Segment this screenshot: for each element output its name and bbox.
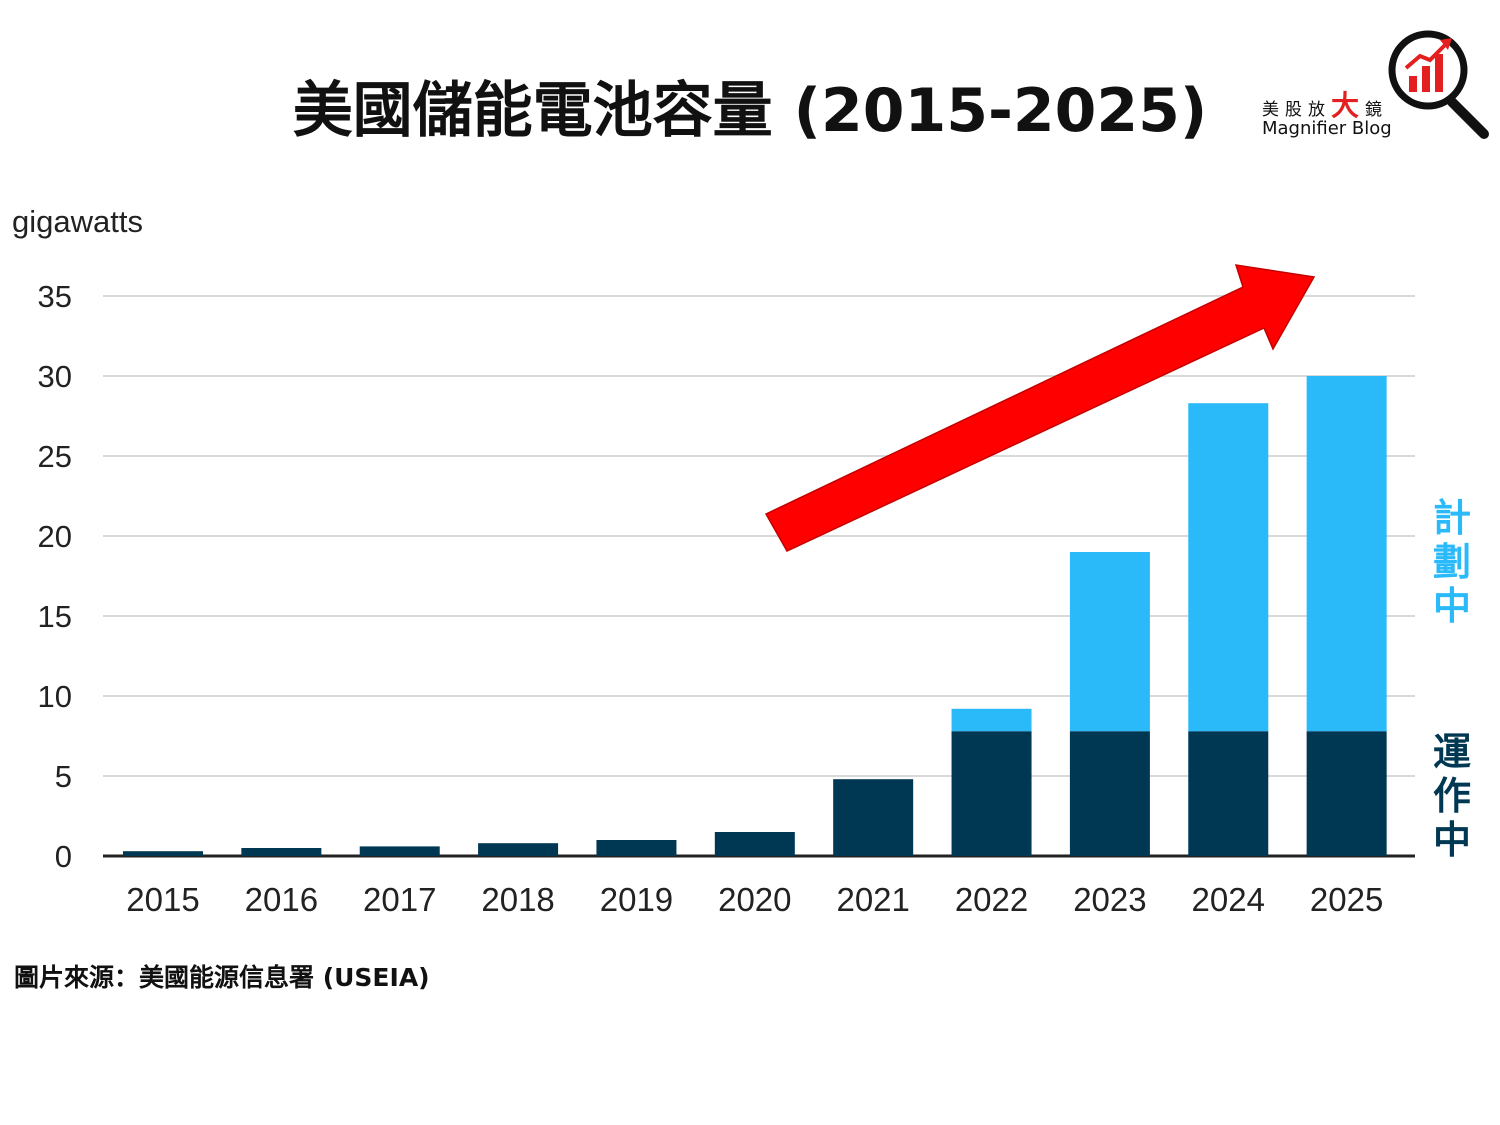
bar-operating-2019: [596, 840, 677, 856]
x-tick-label: 2020: [718, 881, 791, 918]
x-tick-label: 2022: [955, 881, 1028, 918]
bar-series: [123, 376, 1387, 856]
y-axis-ticks: 0 5 10 15 20 25 30 35: [38, 279, 72, 874]
bar-operating-2021: [833, 779, 914, 856]
trend-arrow: [764, 264, 1316, 552]
logo-english-name: Magnifier Blog: [1262, 118, 1392, 139]
x-tick-label: 2015: [126, 881, 199, 918]
x-tick-label: 2016: [245, 881, 318, 918]
x-tick-label: 2017: [363, 881, 436, 918]
y-tick-label: 30: [38, 359, 72, 394]
bar-operating-2022: [951, 731, 1032, 856]
x-axis-ticks: 2015 2016 2017 2018 2019 2020 2021 2022 2023 2024…: [126, 881, 1383, 918]
y-tick-label: 10: [38, 679, 72, 714]
x-tick-label: 2025: [1310, 881, 1383, 918]
magnifier-blog-logo: 美股放大鏡 Magnifier Blog: [1258, 28, 1490, 140]
bar-operating-2017: [359, 846, 440, 856]
source-note: 圖片來源：美國能源信息署 (USEIA): [14, 963, 430, 992]
x-tick-label: 2024: [1192, 881, 1265, 918]
logo-chinese-name: 美股放大鏡: [1262, 89, 1389, 122]
y-tick-label: 0: [55, 839, 72, 874]
bar-planned-2023: [1069, 552, 1150, 732]
x-tick-label: 2019: [600, 881, 673, 918]
bar-operating-2023: [1069, 731, 1150, 856]
bar-planned-2024: [1188, 403, 1269, 732]
legend-planned: 計劃中: [1433, 496, 1471, 628]
x-tick-label: 2018: [481, 881, 554, 918]
y-axis-label: gigawatts: [12, 204, 143, 239]
bar-operating-2020: [714, 832, 795, 856]
x-tick-label: 2023: [1073, 881, 1146, 918]
bar-operating-2024: [1188, 731, 1269, 856]
y-tick-label: 25: [38, 439, 72, 474]
x-tick-label: 2021: [836, 881, 909, 918]
y-tick-label: 15: [38, 599, 72, 634]
magnifier-chart-icon: [1388, 30, 1489, 139]
legend-operating: 運作中: [1433, 730, 1471, 862]
bar-operating-2015: [123, 851, 203, 856]
y-tick-label: 35: [38, 279, 72, 314]
bar-planned-2022: [951, 708, 1032, 732]
y-tick-label: 5: [55, 759, 72, 794]
bar-operating-2025: [1306, 731, 1387, 856]
bar-planned-2025: [1306, 376, 1387, 732]
page-title: 美國儲能電池容量 (2015-2025): [292, 76, 1208, 146]
y-tick-label: 20: [38, 519, 72, 554]
bar-operating-2018: [478, 843, 559, 856]
bar-operating-2016: [241, 848, 322, 856]
